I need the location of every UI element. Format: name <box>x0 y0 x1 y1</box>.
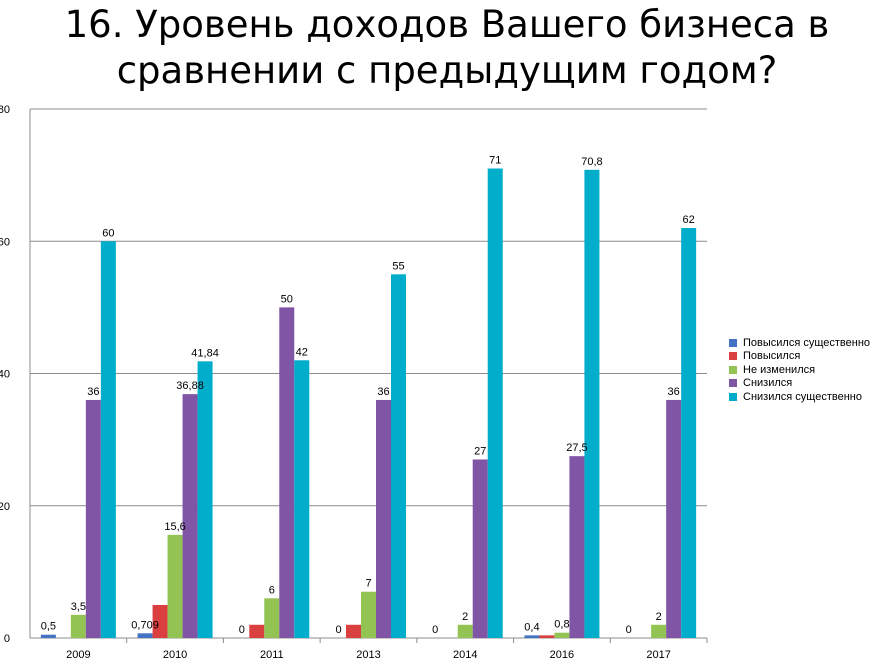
data-label: 27,5 <box>566 442 587 454</box>
bar <box>584 169 600 638</box>
data-label: 36 <box>377 386 389 398</box>
data-label: 0,8 <box>554 619 569 631</box>
bar <box>457 624 473 638</box>
legend-label: Не изменился <box>743 363 816 376</box>
data-label: 3,5 <box>71 601 86 613</box>
data-label: 0,4 <box>524 621 539 633</box>
data-label: 41,84 <box>191 347 219 359</box>
legend-swatch <box>729 392 737 401</box>
bar <box>100 241 116 638</box>
bar <box>197 361 213 638</box>
data-label: 2 <box>656 611 662 623</box>
legend-label: Повысился существенно <box>743 336 871 349</box>
bar <box>279 307 295 638</box>
data-label: 70,8 <box>581 156 602 168</box>
bar <box>264 598 280 638</box>
bar <box>487 168 503 638</box>
chart-title: 16. Уровень доходов Вашего бизнеса в сра… <box>0 2 894 94</box>
data-label: 60 <box>102 227 114 239</box>
data-label: 27 <box>474 445 486 457</box>
bar <box>167 534 183 638</box>
x-tick-label: 2011 <box>260 649 284 661</box>
legend-swatch <box>729 338 737 347</box>
legend-swatch <box>729 379 737 388</box>
y-tick-label: 80 <box>0 104 10 116</box>
legend-item: Повысился <box>729 350 870 364</box>
x-tick-label: 2009 <box>66 649 90 661</box>
data-label: 15,6 <box>164 521 185 533</box>
gridlines <box>30 108 707 507</box>
bar <box>361 591 376 638</box>
legend-item: Повысился существенно <box>729 336 870 350</box>
bar <box>391 274 406 638</box>
x-tick-label: 2017 <box>646 649 670 661</box>
data-label: 62 <box>683 214 695 226</box>
legend-item: Не изменился <box>729 363 870 377</box>
bar <box>70 614 86 638</box>
bars <box>40 168 697 638</box>
bar <box>651 624 667 638</box>
y-axis: 0 20 40 60 80 <box>0 104 31 645</box>
data-label: 0 <box>239 624 245 636</box>
data-labels: 0,5 3,5 36 60 0,709 15,6 36,88 41,84 0 6 50 42 0 7 36 5… <box>41 155 695 636</box>
legend-swatch <box>729 365 737 374</box>
legend: Повысился существенно Повысился Не изменил… <box>729 336 870 404</box>
data-label: 0,709 <box>131 619 159 631</box>
bar <box>524 635 540 638</box>
y-tick-label: 0 <box>4 633 10 645</box>
y-tick-label: 20 <box>0 501 10 513</box>
data-label: 0 <box>626 624 632 636</box>
x-tick-label: 2010 <box>163 649 187 661</box>
bar <box>569 456 585 638</box>
title-line-1: 16. Уровень доходов Вашего бизнеса в <box>64 3 830 46</box>
data-label: 50 <box>281 293 293 305</box>
x-tick-label: 2014 <box>453 649 477 661</box>
y-tick-label: 60 <box>0 236 10 248</box>
legend-item: Снизился существенно <box>729 390 870 404</box>
title-line-2: сравнении с предыдущим годом? <box>116 49 778 92</box>
x-axis: 2009 2010 2011 2013 2014 2016 2017 <box>30 637 708 661</box>
bar <box>40 634 56 638</box>
y-tick-label: 40 <box>0 369 10 381</box>
data-label: 55 <box>392 260 404 272</box>
bar <box>182 394 198 638</box>
legend-label: Снизился <box>743 377 793 390</box>
data-label: 2 <box>462 611 468 623</box>
bar <box>294 360 310 638</box>
data-label: 42 <box>296 346 308 358</box>
bar <box>376 399 391 638</box>
bar <box>85 399 101 638</box>
legend-label: Повысился <box>743 350 801 363</box>
bar <box>681 228 697 638</box>
legend-label: Снизился существенно <box>743 390 862 403</box>
bar <box>539 635 555 638</box>
x-tick-label: 2016 <box>550 649 574 661</box>
data-label: 0,5 <box>41 621 56 633</box>
data-label: 0 <box>335 624 341 636</box>
x-tick-label: 2013 <box>356 649 380 661</box>
data-label: 7 <box>365 578 371 590</box>
data-label: 0 <box>432 624 438 636</box>
bar <box>137 633 153 638</box>
bar <box>472 459 488 638</box>
bar <box>249 624 265 638</box>
legend-item: Снизился <box>729 377 870 391</box>
legend-swatch <box>729 352 737 361</box>
data-label: 71 <box>489 155 501 167</box>
bar <box>666 399 682 638</box>
bar <box>152 604 168 638</box>
data-label: 36,88 <box>176 380 204 392</box>
data-label: 36 <box>668 386 680 398</box>
bar <box>554 632 570 638</box>
data-label: 6 <box>269 584 275 596</box>
bar <box>346 624 361 638</box>
data-label: 36 <box>87 386 99 398</box>
